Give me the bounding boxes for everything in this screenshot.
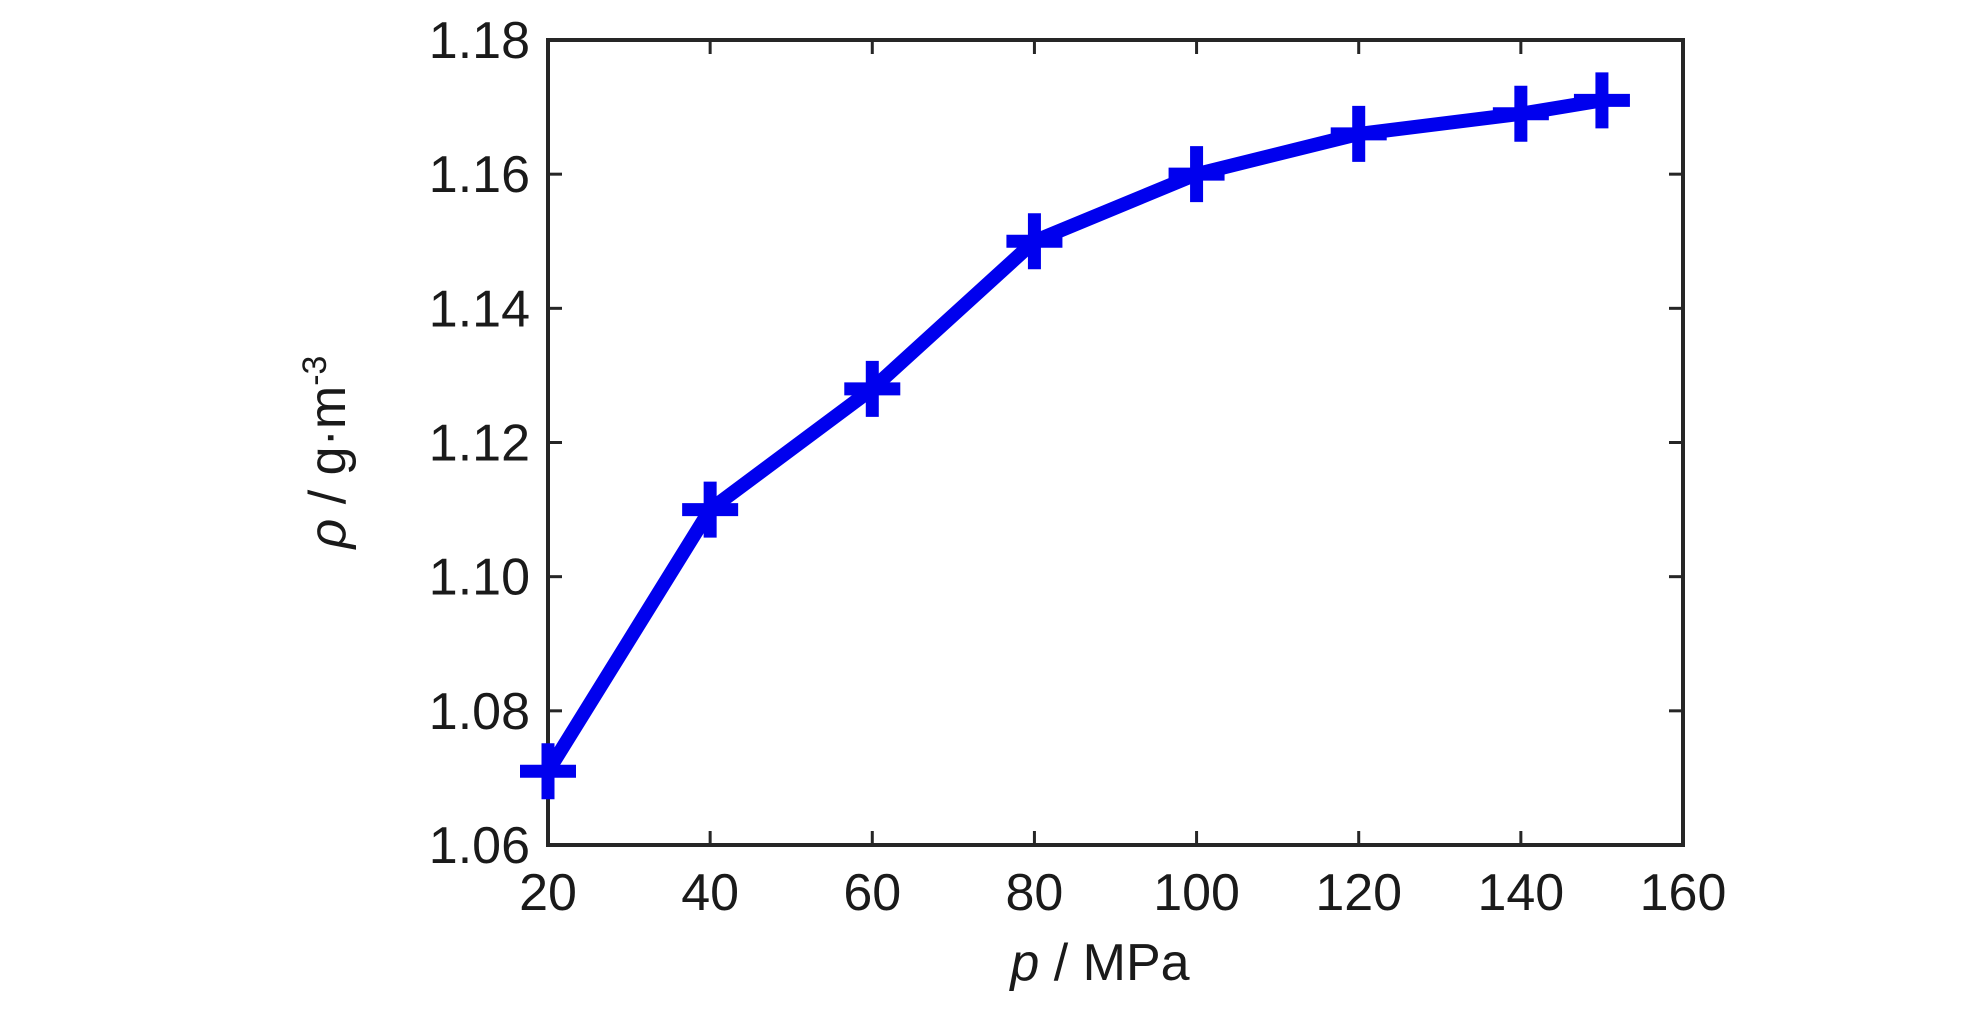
x-tick-label: 80: [1006, 864, 1064, 922]
x-axis-symbol: p: [1008, 934, 1039, 992]
y-axis-symbol: ρ: [299, 519, 357, 551]
y-tick-label: 1.16: [429, 146, 530, 204]
data-point-marker: [520, 743, 576, 800]
y-tick-label: 1.12: [429, 415, 530, 473]
data-point-marker: [1573, 72, 1630, 129]
x-tick-label: 100: [1153, 864, 1240, 922]
data-point-marker: [1492, 85, 1549, 142]
data-point-marker: [1006, 213, 1063, 270]
x-tick-label: 20: [519, 864, 577, 922]
x-axis-unit: / MPa: [1039, 934, 1189, 992]
y-tick-label: 1.08: [429, 683, 530, 741]
y-axis-label: ρ / g·m-3: [296, 356, 357, 551]
data-point-marker: [844, 360, 901, 417]
y-tick-label: 1.06: [429, 817, 530, 875]
x-tick-label: 140: [1477, 864, 1564, 922]
series-line: [541, 93, 1609, 779]
y-tick-label: 1.10: [429, 549, 530, 607]
plot-frame: [546, 38, 1685, 847]
x-tick-label: 120: [1315, 864, 1402, 922]
x-tick-label: 160: [1640, 864, 1727, 922]
plot-area: 20 40 60 80 100 120 140 160 1.06 1.08 1.10 1.12 1.14…: [429, 12, 1727, 922]
data-point-marker: [1330, 105, 1387, 162]
y-tick-label: 1.14: [429, 280, 530, 338]
data-point-marker: [1168, 146, 1225, 203]
x-axis-label: p / MPa: [1008, 934, 1189, 992]
x-tick-label: 60: [843, 864, 901, 922]
y-axis-unit: / g·m: [299, 386, 357, 519]
data-point-marker: [682, 481, 739, 538]
x-tick-label: 40: [681, 864, 739, 922]
y-axis-exponent: -3: [296, 356, 334, 386]
y-tick-label: 1.18: [429, 12, 530, 70]
